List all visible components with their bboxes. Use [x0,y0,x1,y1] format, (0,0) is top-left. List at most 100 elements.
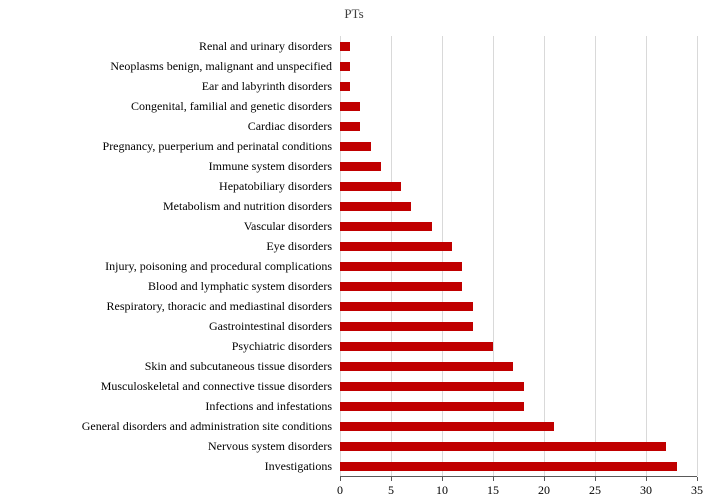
chart-title: PTs [344,6,364,21]
bar-track [340,221,697,231]
bar [340,241,453,251]
chart-row: Pregnancy, puerperium and perinatal cond… [0,136,708,156]
x-tick-label: 20 [538,483,550,497]
category-label: Ear and labyrinth disorders [201,78,332,93]
bar-track [340,241,697,251]
chart-row: Neoplasms benign, malignant and unspecif… [0,56,708,76]
bar [340,361,514,371]
chart-row: Infections and infestations [0,396,708,416]
x-tick-mark [544,477,545,481]
chart-row: Eye disorders [0,236,708,256]
chart-row: Immune system disorders [0,156,708,176]
bar-track [340,401,697,411]
chart-row: Nervous system disorders [0,436,708,456]
bar [340,81,351,91]
x-tick-label: 0 [337,483,343,497]
chart-row: Investigations [0,456,708,476]
bar [340,141,371,151]
bar-track [340,341,697,351]
chart-row: Ear and labyrinth disorders [0,76,708,96]
bar [340,181,402,191]
chart-row: Musculoskeletal and connective tissue di… [0,376,708,396]
gridline [442,36,443,476]
chart-row: Gastrointestinal disorders [0,316,708,336]
gridlines [340,36,698,476]
category-label: Respiratory, thoracic and mediastinal di… [106,298,333,313]
bar-track [340,61,697,71]
category-label: Neoplasms benign, malignant and unspecif… [110,58,332,73]
category-label: General disorders and administration sit… [81,418,332,433]
gridline [544,36,545,476]
bar [340,321,473,331]
bar [340,61,351,71]
bar-track [340,421,697,431]
bar [340,261,463,271]
x-tick-mark [697,477,698,481]
bar-track [340,321,697,331]
x-tick-mark [493,477,494,481]
x-tick-mark [340,477,341,481]
bar-track [340,381,697,391]
chart-row: Blood and lymphatic system disorders [0,276,708,296]
chart-row: Vascular disorders [0,216,708,236]
category-label: Skin and subcutaneous tissue disorders [144,358,332,373]
category-label: Nervous system disorders [208,438,332,453]
bar [340,201,412,211]
bar [340,41,351,51]
bar [340,221,432,231]
bar-track [340,121,697,131]
gridline [646,36,647,476]
chart-row: Cardiac disorders [0,116,708,136]
category-label: Pregnancy, puerperium and perinatal cond… [102,138,332,153]
x-tick-label: 30 [640,483,652,497]
bar [340,121,361,131]
category-label: Congenital, familial and genetic disorde… [131,98,332,113]
x-tick-mark [595,477,596,481]
x-tick-mark [646,477,647,481]
category-label: Psychiatric disorders [231,338,332,353]
bar-track [340,281,697,291]
bar [340,441,667,451]
bar-track [340,161,697,171]
x-axis: 0 5 10 15 20 25 30 35 [337,476,703,501]
plot-area: Renal and urinary disorders Neoplasms ben… [0,36,708,476]
chart-row: Psychiatric disorders [0,336,708,356]
bar-track [340,441,697,451]
category-label: Immune system disorders [208,158,332,173]
x-tick-label: 5 [388,483,394,497]
bar [340,421,555,431]
gridline [595,36,596,476]
chart-rows: Renal and urinary disorders Neoplasms ben… [0,36,708,476]
category-label: Blood and lymphatic system disorders [148,278,332,293]
category-label: Cardiac disorders [247,118,332,133]
gridline [391,36,392,476]
chart-row: Injury, poisoning and procedural complic… [0,256,708,276]
bar [340,301,473,311]
x-tick-mark [442,477,443,481]
gridline [340,36,341,476]
category-label: Eye disorders [266,238,332,253]
gridline [697,36,698,476]
bar-track [340,41,697,51]
chart-row: General disorders and administration sit… [0,416,708,436]
chart-row: Skin and subcutaneous tissue disorders [0,356,708,376]
bar [340,381,524,391]
category-label: Hepatobiliary disorders [219,178,332,193]
category-label: Musculoskeletal and connective tissue di… [100,378,332,393]
bar [340,461,677,471]
x-tick-label: 25 [589,483,601,497]
x-tick-label: 10 [436,483,448,497]
bar [340,401,524,411]
bar [340,161,381,171]
chart-row: Metabolism and nutrition disorders [0,196,708,216]
chart-row: Hepatobiliary disorders [0,176,708,196]
bar-track [340,81,697,91]
category-label: Investigations [264,458,332,473]
bar-track [340,261,697,271]
chart-row: Renal and urinary disorders [0,36,708,56]
bar-track [340,461,697,471]
bar-track [340,101,697,111]
bar [340,281,463,291]
bar-track [340,141,697,151]
